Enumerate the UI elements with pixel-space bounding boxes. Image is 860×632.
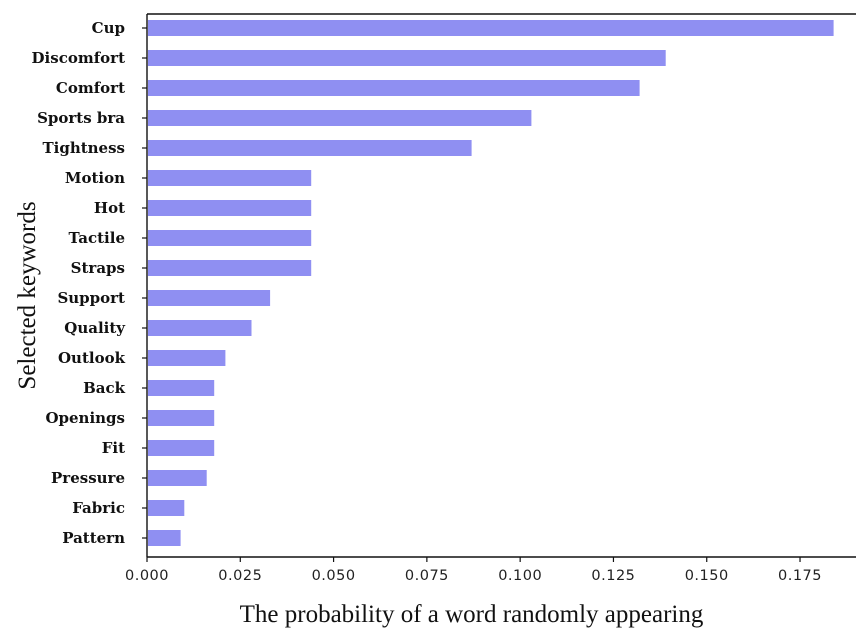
- category-label: Comfort: [56, 79, 125, 97]
- bar-support: [148, 290, 271, 306]
- category-label: Sports bra: [37, 109, 125, 127]
- category-label: Back: [83, 379, 126, 397]
- category-label: Hot: [94, 199, 125, 217]
- bar-pressure: [148, 470, 207, 486]
- x-tick-label: 0.075: [405, 568, 449, 584]
- category-label: Support: [57, 289, 125, 307]
- x-tick-label: 0.125: [591, 568, 635, 584]
- bar-sports-bra: [148, 110, 532, 126]
- bars-group: [148, 20, 834, 546]
- category-label: Motion: [65, 169, 125, 187]
- x-tick-label: 0.175: [778, 568, 822, 584]
- category-label: Fabric: [72, 499, 125, 517]
- bar-discomfort: [148, 50, 666, 66]
- bar-motion: [148, 170, 312, 186]
- bar-pattern: [148, 530, 181, 546]
- x-tick-label: 0.025: [218, 568, 262, 584]
- x-tick-label: 0.150: [685, 568, 729, 584]
- category-label: Tightness: [42, 139, 125, 157]
- bar-hot: [148, 200, 312, 216]
- bar-straps: [148, 260, 312, 276]
- category-label: Pattern: [62, 529, 125, 547]
- y-ticks-group: Cup Discomfort Comfort Sports bra Tightness M…: [32, 19, 147, 547]
- y-axis-title: Selected keywords: [14, 201, 41, 389]
- bar-openings: [148, 410, 215, 426]
- x-tick-label: 0.050: [312, 568, 356, 584]
- bar-fabric: [148, 500, 185, 516]
- bar-cup: [148, 20, 834, 36]
- bar-quality: [148, 320, 252, 336]
- category-label: Straps: [71, 259, 125, 277]
- category-label: Tactile: [69, 229, 125, 247]
- category-label: Outlook: [58, 349, 126, 367]
- bar-tactile: [148, 230, 312, 246]
- category-label: Quality: [64, 319, 126, 337]
- x-tick-label: 0.100: [498, 568, 542, 584]
- category-label: Discomfort: [32, 49, 126, 67]
- category-label: Openings: [45, 409, 125, 427]
- bar-outlook: [148, 350, 226, 366]
- x-tick-label: 0.000: [125, 568, 169, 584]
- x-ticks-group: 0.000 0.025 0.050 0.075 0.100 0.125 0.150 0.175: [125, 557, 822, 584]
- bar-comfort: [148, 80, 640, 96]
- category-label: Pressure: [51, 469, 125, 487]
- bar-tightness: [148, 140, 472, 156]
- category-label: Cup: [92, 19, 125, 37]
- bar-back: [148, 380, 215, 396]
- x-axis-title: The probability of a word randomly appea…: [240, 601, 704, 628]
- bar-fit: [148, 440, 215, 456]
- plot-frame: [146, 13, 856, 558]
- category-label: Fit: [102, 439, 125, 457]
